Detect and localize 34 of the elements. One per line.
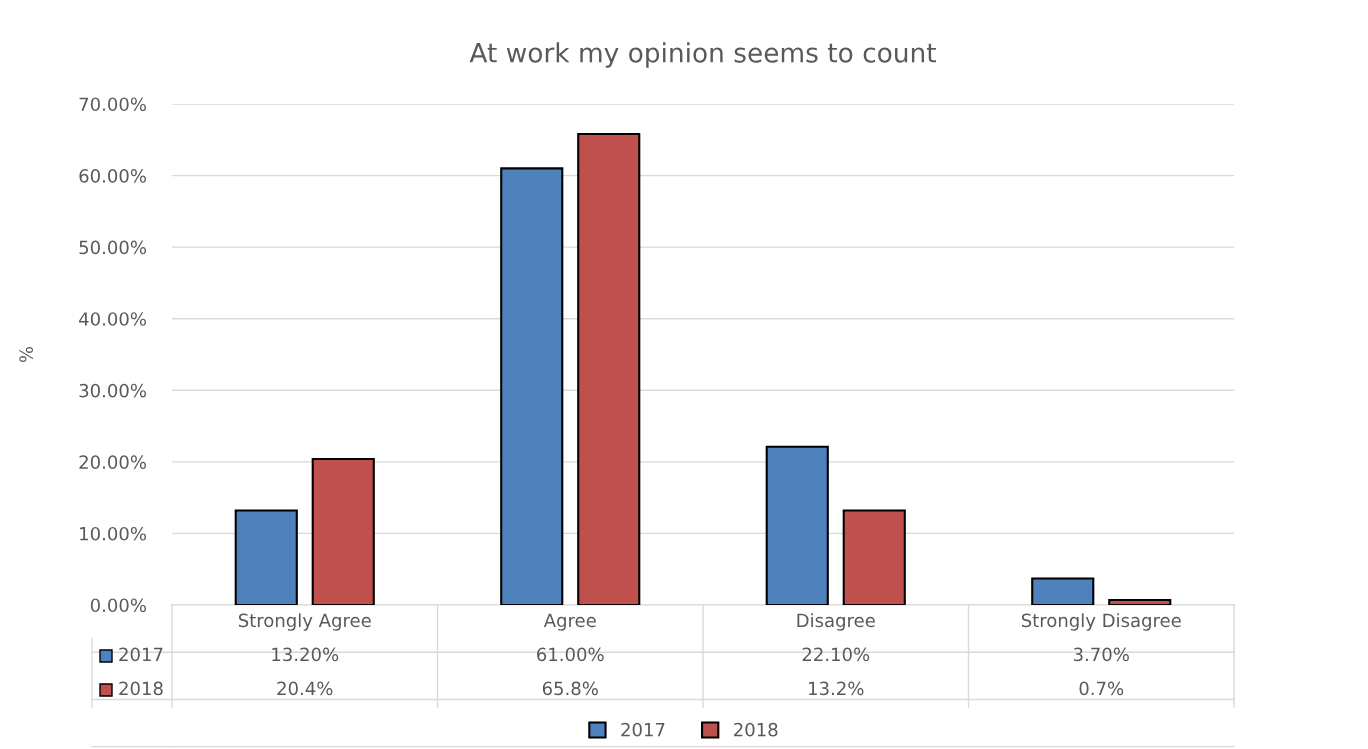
y-tick-label: 60.00% xyxy=(79,169,146,183)
data-label: 13.20% xyxy=(272,647,339,662)
data-label: 65.8% xyxy=(542,681,598,696)
data-label: 0.7% xyxy=(1079,681,1124,696)
x-tick-label: Agree xyxy=(543,613,596,631)
y-tick-label: 30.00% xyxy=(79,383,146,398)
x-tick-label: Strongly Disagree xyxy=(1021,613,1181,631)
data-label: 3.70% xyxy=(1073,647,1129,662)
data-label: 61.00% xyxy=(537,647,604,662)
y-tick-label: 70.00% xyxy=(79,97,146,112)
y-tick-label: 10.00% xyxy=(80,526,146,541)
bar xyxy=(577,133,641,605)
data-label: 22.10% xyxy=(802,647,870,662)
y-tick-label: 20.00% xyxy=(79,455,146,469)
chart-title: At work my opinion seems to count xyxy=(469,42,936,68)
data-label: 20.4% xyxy=(277,681,333,696)
bar xyxy=(842,509,906,605)
x-tick-label: Disagree xyxy=(797,613,875,631)
text: 2018 xyxy=(119,681,163,696)
legend-label: 2018 xyxy=(734,722,778,737)
x-tick-label: Strongly Agree xyxy=(238,613,371,631)
y-tick-label: 50.00% xyxy=(79,240,146,255)
bar xyxy=(1031,577,1095,605)
bar xyxy=(1108,598,1172,605)
bar xyxy=(311,457,375,605)
bar xyxy=(234,509,298,605)
legend-label: 2017 xyxy=(119,647,163,662)
y-tick-label: 0.00% xyxy=(90,598,146,613)
y-tick-label: 40.00% xyxy=(79,312,146,326)
bar xyxy=(765,445,829,605)
text: 2017 xyxy=(621,722,665,737)
data-label: 13.2% xyxy=(809,681,864,696)
bar xyxy=(500,167,564,605)
y-axis-title: % xyxy=(19,346,33,363)
